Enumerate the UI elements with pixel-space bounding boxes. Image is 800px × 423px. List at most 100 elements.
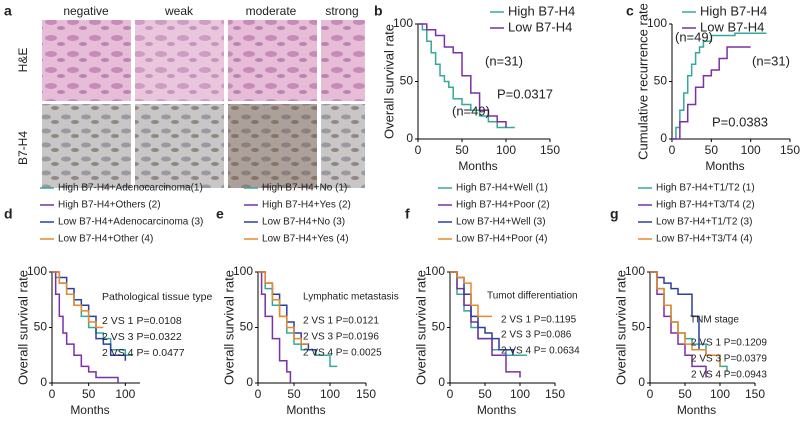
survival-curve xyxy=(450,271,492,318)
y-axis-label: Overall survival rate xyxy=(221,270,236,385)
column-label: moderate xyxy=(246,4,297,18)
micrograph xyxy=(135,20,224,101)
row-label: H&E xyxy=(16,48,30,73)
annotation: 2 VS 3 P=0.0379 xyxy=(691,354,767,365)
y-tick-label: 0 xyxy=(406,131,413,145)
y-tick-label: 50 xyxy=(432,320,446,334)
x-axis-label: Months xyxy=(705,159,744,173)
annotation: (n=49) xyxy=(452,103,490,118)
x-tick-label: 100 xyxy=(710,387,730,401)
annotation: 2 VS 1 P=0.1195 xyxy=(501,315,577,326)
legend-label: High B7-H4+Well (1) xyxy=(456,183,548,194)
micrograph-stain xyxy=(228,104,317,188)
column-label: negative xyxy=(63,4,109,18)
x-tick-label: 50 xyxy=(287,387,301,401)
survival-curve xyxy=(52,271,127,361)
y-tick-label: 0 xyxy=(660,131,667,145)
y-tick-label: 100 xyxy=(27,264,47,278)
x-tick-label: 150 xyxy=(540,143,560,157)
y-tick-label: 100 xyxy=(393,16,413,30)
panel-a: a negative weak moderate strong H&E B7-H… xyxy=(4,3,365,188)
legend-label: High B7-H4 xyxy=(508,3,575,18)
y-axis-label: Cumulative recurrence rate xyxy=(635,3,650,160)
survival-curve xyxy=(672,46,751,140)
legend-label: High B7-H4+Others (2) xyxy=(58,200,161,211)
annotation: 2 VS 4 P=0.0943 xyxy=(691,370,767,381)
y-tick-label: 50 xyxy=(654,74,668,88)
legend-label: Low B7-H4+T3/T4 (4) xyxy=(656,234,752,245)
column-label: weak xyxy=(164,4,194,18)
annotation: Lymphatic metastasis xyxy=(303,292,399,303)
x-tick-label: 150 xyxy=(780,143,800,157)
x-axis-label: Months xyxy=(477,403,516,417)
y-tick-label: 100 xyxy=(425,264,445,278)
panel-label: g xyxy=(610,206,619,222)
y-tick-label: 50 xyxy=(34,320,48,334)
y-tick-label: 100 xyxy=(647,16,667,30)
legend-label: Low B7-H4 xyxy=(700,19,764,34)
legend-label: Low B7-H4+T1/T2 (3) xyxy=(656,217,752,228)
annotation: Tumot differentiation xyxy=(487,291,578,302)
legend-label: High B7-H4+Adenocarcinoma(1) xyxy=(58,183,203,194)
y-axis-label: Overall survival rate xyxy=(381,24,396,139)
annotation: 2 VS 4 P= 0.0025 xyxy=(303,348,382,359)
y-axis-label: Overall survival rate xyxy=(613,270,628,385)
legend-label: High B7-H4+Poor (2) xyxy=(456,200,550,211)
survival-curve xyxy=(418,23,515,129)
x-tick-label: 0 xyxy=(415,143,422,157)
y-tick-label: 0 xyxy=(638,375,645,389)
panel-label: a xyxy=(4,3,12,19)
legend-label: Low B7-H4 xyxy=(508,19,572,34)
annotation: 2 VS 3 P=0.0196 xyxy=(303,332,379,343)
survival-curve xyxy=(450,271,527,356)
survival-curve xyxy=(52,271,119,383)
x-axis-label: Months xyxy=(70,403,109,417)
legend-label: Low B7-H4+Other (4) xyxy=(58,234,153,245)
micrograph xyxy=(321,104,365,188)
legend-label: Low B7-H4+Well (3) xyxy=(456,217,546,228)
legend-label: High B7-H4+T3/T4 (2) xyxy=(656,200,755,211)
x-tick-label: 100 xyxy=(115,387,135,401)
survival-curve xyxy=(258,271,338,368)
annotation: TNM stage xyxy=(690,315,739,326)
x-tick-label: 100 xyxy=(741,143,761,157)
y-tick-label: 50 xyxy=(240,320,254,334)
column-label: strong xyxy=(325,4,358,18)
x-tick-label: 150 xyxy=(356,387,376,401)
x-tick-label: 50 xyxy=(678,387,692,401)
y-tick-label: 100 xyxy=(625,264,645,278)
annotation: 2 VS 3 P=0.0322 xyxy=(102,331,182,343)
x-tick-label: 50 xyxy=(455,143,469,157)
y-tick-label: 0 xyxy=(246,375,253,389)
legend-label: High B7-H4 xyxy=(700,3,767,18)
legend-label: Low B7-H4+Adenocarcinoma (3) xyxy=(58,217,203,228)
y-tick-label: 50 xyxy=(400,74,414,88)
x-tick-label: 100 xyxy=(496,143,516,157)
micrograph xyxy=(321,20,365,101)
annotation: (n=31) xyxy=(485,53,523,68)
survival-curve xyxy=(450,271,514,356)
panel-label: f xyxy=(405,206,410,222)
x-tick-label: 150 xyxy=(745,387,765,401)
annotation: (n=49) xyxy=(675,29,713,44)
x-tick-label: 50 xyxy=(82,387,96,401)
survival-curve xyxy=(258,271,292,383)
x-tick-label: 0 xyxy=(255,387,262,401)
micrograph xyxy=(42,20,131,101)
micrograph xyxy=(228,104,317,188)
panel-label: d xyxy=(4,206,13,222)
survival-curve xyxy=(672,32,767,140)
survival-curve xyxy=(418,23,507,128)
panel-label: c xyxy=(626,3,634,19)
survival-curve xyxy=(258,271,317,356)
annotation: P=0.0383 xyxy=(712,114,768,129)
survival-curve xyxy=(650,271,700,350)
survival-curve xyxy=(258,271,309,345)
annotation: 2 VS 1 P=0.1209 xyxy=(691,338,767,349)
legend-label: High B7-H4+T1/T2 (1) xyxy=(656,183,755,194)
x-tick-label: 150 xyxy=(545,387,565,401)
survival-curve xyxy=(52,271,104,329)
panel-label: b xyxy=(374,3,383,19)
y-tick-label: 100 xyxy=(233,264,253,278)
